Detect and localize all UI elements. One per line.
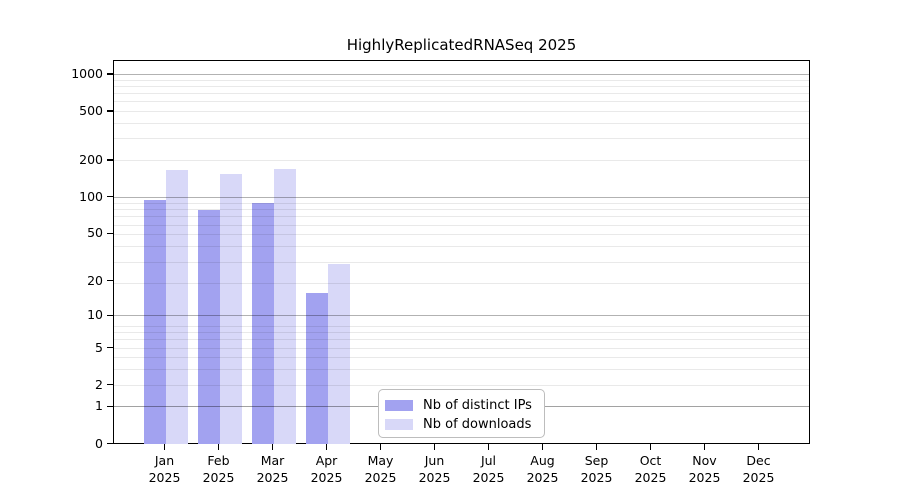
bar-jan-distinct-ips xyxy=(143,200,166,445)
y-tick-label: 1 xyxy=(95,398,103,414)
minor-gridline xyxy=(114,111,809,113)
x-tick-label-dec: Dec 2025 xyxy=(742,452,775,485)
legend-label-downloads: Nb of downloads xyxy=(423,417,532,432)
y-tick xyxy=(107,346,113,349)
x-tick-label-mar: Mar 2025 xyxy=(256,452,289,485)
minor-gridline xyxy=(114,339,809,341)
minor-gridline xyxy=(114,160,809,162)
legend-swatch-distinct-ips xyxy=(385,400,413,411)
minor-gridline xyxy=(114,261,809,263)
bar-apr-downloads xyxy=(327,264,350,445)
y-tick-label: 20 xyxy=(87,272,103,288)
y-tick-label: 5 xyxy=(95,339,103,355)
minor-gridline xyxy=(114,224,809,226)
x-tick-label-oct: Oct 2025 xyxy=(634,452,667,485)
x-tick xyxy=(325,443,328,450)
major-gridline xyxy=(114,196,809,198)
bar-jan-downloads xyxy=(165,169,188,445)
y-tick xyxy=(107,73,113,75)
x-tick-label-feb: Feb 2025 xyxy=(202,452,235,485)
x-tick xyxy=(703,443,706,450)
x-tick xyxy=(433,443,436,450)
y-tick xyxy=(107,110,113,112)
x-tick-label-jun: Jun 2025 xyxy=(418,452,451,485)
y-tick-label: 2 xyxy=(95,376,103,392)
chart-title: HighlyReplicatedRNASeq 2025 xyxy=(346,36,577,54)
legend-swatch-downloads xyxy=(385,419,413,430)
minor-gridline xyxy=(114,384,809,386)
bar-mar-distinct-ips xyxy=(251,202,274,445)
minor-gridline xyxy=(114,209,809,211)
y-tick xyxy=(107,159,113,161)
legend-item-distinct-ips: Nb of distinct IPs xyxy=(385,396,544,415)
minor-gridline xyxy=(114,332,809,334)
grid-layer xyxy=(114,61,809,443)
y-tick-label: 200 xyxy=(79,151,103,167)
bar-feb-downloads xyxy=(219,174,242,445)
plot-area xyxy=(113,60,810,445)
x-tick xyxy=(163,443,166,450)
minor-gridline xyxy=(114,283,809,285)
minor-gridline xyxy=(114,79,809,81)
minor-gridline xyxy=(114,357,809,359)
x-tick-label-jul: Jul 2025 xyxy=(472,452,505,485)
minor-gridline xyxy=(114,246,809,248)
y-tick xyxy=(107,384,113,386)
x-tick xyxy=(649,443,652,450)
y-tick-label: 100 xyxy=(79,188,103,204)
x-tick xyxy=(379,443,382,450)
y-tick-label: 50 xyxy=(87,225,103,241)
x-tick-label-aug: Aug 2025 xyxy=(526,452,559,485)
legend-label-distinct-ips: Nb of distinct IPs xyxy=(423,398,532,413)
legend: Nb of distinct IPs Nb of downloads xyxy=(378,389,545,438)
x-tick xyxy=(217,443,220,450)
x-tick-label-may: May 2025 xyxy=(364,452,397,485)
x-tick xyxy=(487,443,490,450)
minor-gridline xyxy=(114,86,809,87)
minor-gridline xyxy=(114,325,809,327)
minor-gridline xyxy=(114,101,809,103)
y-tick-label: 10 xyxy=(87,307,103,323)
minor-gridline xyxy=(114,234,809,236)
minor-gridline xyxy=(114,202,809,204)
x-tick xyxy=(757,443,760,450)
minor-gridline xyxy=(114,369,809,371)
x-tick xyxy=(271,443,274,450)
minor-gridline xyxy=(114,347,809,349)
major-gridline xyxy=(114,74,809,76)
legend-item-downloads: Nb of downloads xyxy=(385,415,544,434)
y-tick-label: 0 xyxy=(95,435,103,451)
major-gridline xyxy=(114,315,809,317)
minor-gridline xyxy=(114,138,809,140)
minor-gridline xyxy=(114,123,809,125)
x-tick-label-jan: Jan 2025 xyxy=(148,452,181,485)
x-tick-label-apr: Apr 2025 xyxy=(310,452,343,485)
x-tick xyxy=(541,443,544,450)
y-tick xyxy=(107,279,113,282)
y-tick-label: 500 xyxy=(79,103,103,119)
minor-gridline xyxy=(114,93,809,95)
y-tick-label: 1000 xyxy=(71,66,103,82)
bars-layer xyxy=(114,61,809,445)
x-tick-label-nov: Nov 2025 xyxy=(688,452,721,485)
y-tick xyxy=(107,442,113,445)
x-tick-label-sep: Sep 2025 xyxy=(580,452,613,485)
y-tick xyxy=(107,314,113,316)
y-tick xyxy=(107,232,113,234)
bar-apr-distinct-ips xyxy=(305,292,328,445)
y-tick xyxy=(107,195,113,198)
y-tick xyxy=(107,405,113,408)
x-tick xyxy=(595,443,598,450)
minor-gridline xyxy=(114,216,809,218)
bar-mar-downloads xyxy=(273,168,296,445)
bar-feb-distinct-ips xyxy=(197,210,220,445)
